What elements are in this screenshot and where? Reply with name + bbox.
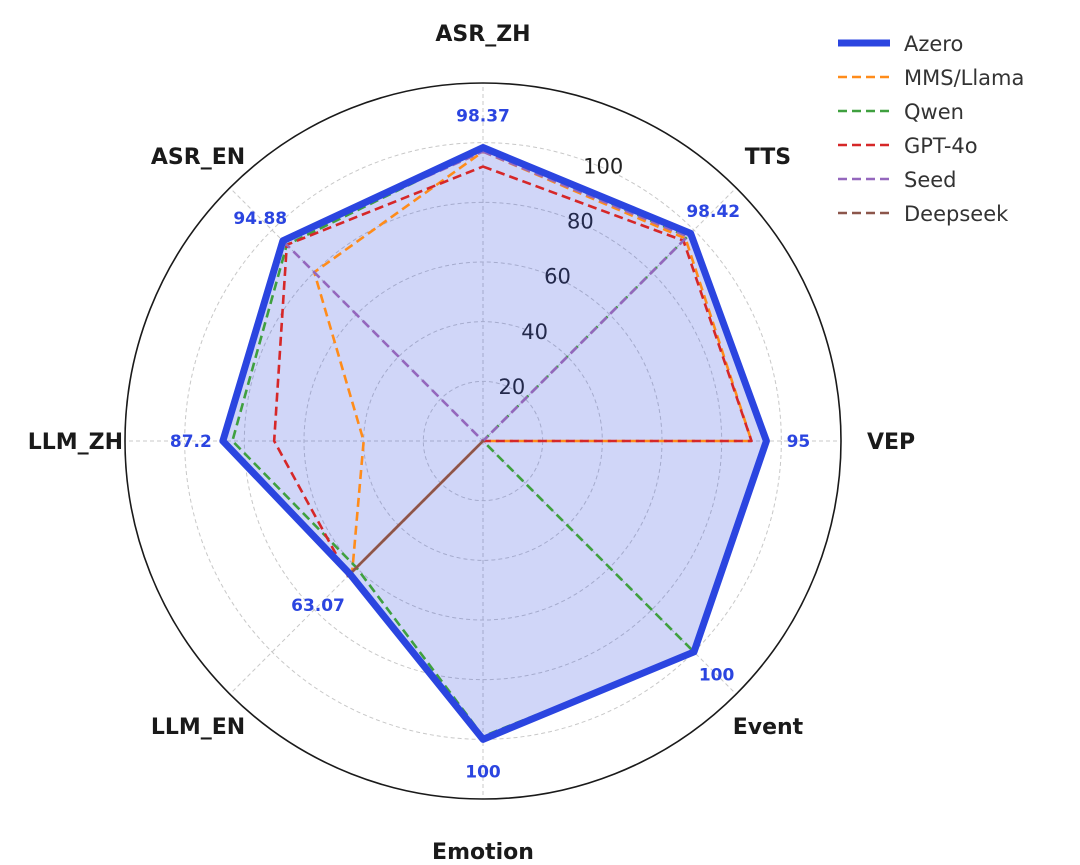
legend-label-deepseek: Deepseek [904,202,1009,226]
r-tick-label-60: 60 [544,265,571,289]
data-label-emotion: 100 [465,762,501,782]
legend-label-azero: Azero [904,32,963,56]
r-tick-label-100: 100 [583,154,623,178]
data-label-llm-en: 63.07 [291,596,345,616]
series-line-mms-llama [312,150,753,574]
series-line-azero [219,144,770,743]
data-label-event: 100 [699,666,735,686]
axis-label-llm-en: LLM_EN [151,715,245,740]
data-label-vep: 95 [787,432,811,452]
data-label-llm-zh: 87.2 [170,432,212,452]
axis-label-event: Event [733,715,804,740]
series-layer [219,144,770,743]
axis-label-asr-en: ASR_EN [151,145,245,170]
axis-label-asr-zh: ASR_ZH [435,22,530,47]
grid-circle-100 [184,142,782,740]
data-label-asr-en: 94.88 [233,209,287,229]
r-tick-label-20: 20 [498,375,525,399]
legend-label-qwen: Qwen [904,100,964,124]
legend-label-mms-llama: MMS/Llama [904,66,1024,90]
r-tick-label-40: 40 [521,320,548,344]
r-tick-label-80: 80 [567,210,594,234]
legend-label-seed: Seed [904,168,957,192]
axis-label-emotion: Emotion [432,840,534,865]
legend: Azero MMS/Llama Qwen GPT-4o Seed Deepseek [838,32,1024,226]
outer-frame [124,82,842,800]
series-fill-azero [222,147,767,740]
data-label-asr-zh: 98.37 [456,107,510,127]
data-label-tts: 98.42 [686,202,740,222]
legend-label-gpt-4o: GPT-4o [904,134,978,158]
axis-label-llm-zh: LLM_ZH [28,430,123,455]
labels-layer: ASR_ZH TTS VEP Event Emotion LLM_EN LLM_ZH ASR_… [28,22,915,865]
axis-label-tts: TTS [745,145,791,170]
axis-label-vep: VEP [867,430,915,455]
